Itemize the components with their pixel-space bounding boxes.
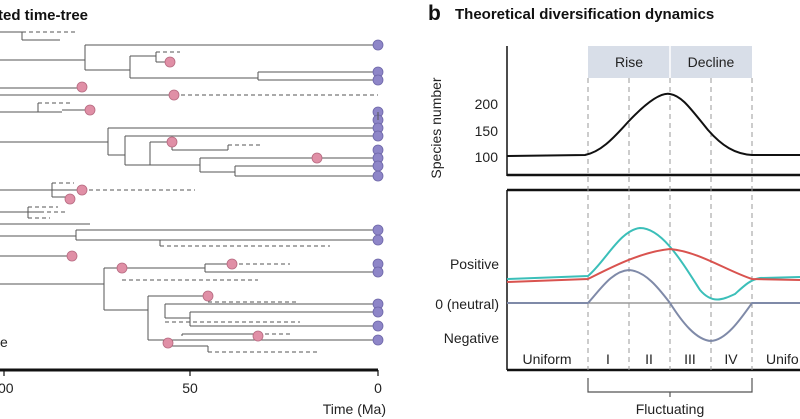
extant-tip xyxy=(372,334,384,346)
extinct-tip xyxy=(76,81,88,93)
extinct-tip xyxy=(116,262,128,274)
y-tick-150: 150 xyxy=(475,123,499,139)
extinct-tip xyxy=(162,337,174,349)
positive-label: Positive xyxy=(450,256,499,272)
extinct-tip xyxy=(66,250,78,262)
extant-tip xyxy=(372,74,384,86)
extant-tip xyxy=(372,266,384,278)
extant-tip xyxy=(372,130,384,142)
category-III: III xyxy=(684,351,696,367)
extant-tip xyxy=(372,224,384,236)
y-tick-100: 100 xyxy=(475,149,499,165)
phylogenetic-tree xyxy=(0,31,378,353)
extinct-tip xyxy=(166,136,178,148)
neutral-label: 0 (neutral) xyxy=(435,296,499,312)
panel-b-letter: b xyxy=(428,2,441,25)
negative-label: Negative xyxy=(444,330,499,346)
phase-guides xyxy=(587,78,753,370)
extinct-tip xyxy=(226,258,238,270)
extant-tip xyxy=(372,39,384,51)
extant-tips xyxy=(372,39,384,346)
extinct-tip xyxy=(202,290,214,302)
category-uniform-right: Unifo xyxy=(766,351,799,367)
fluctuating-bracket xyxy=(587,378,753,397)
extant-tip xyxy=(372,234,384,246)
panel-b-title: Theoretical diversification dynamics xyxy=(455,6,714,23)
panel-a-title: ted time-tree xyxy=(0,7,88,24)
category-I: I xyxy=(606,351,610,367)
extinct-tip xyxy=(164,56,176,68)
panel-b: b Theoretical diversification dynamics R… xyxy=(428,2,800,417)
extant-tip xyxy=(372,306,384,318)
species-number-curve xyxy=(506,92,800,157)
category-II: II xyxy=(645,351,653,367)
teal-rate-curve xyxy=(506,226,800,301)
extinct-tip xyxy=(311,152,323,164)
category-IV: IV xyxy=(724,351,738,367)
rise-label: Rise xyxy=(615,54,643,70)
red-rate-curve xyxy=(506,247,800,283)
panel-a: ted time-tree xyxy=(0,7,386,417)
extinct-tip xyxy=(168,89,180,101)
extant-tip xyxy=(372,160,384,172)
category-uniform: Uniform xyxy=(522,351,571,367)
extinct-tip xyxy=(76,184,88,196)
extant-tip xyxy=(372,170,384,182)
species-number-label: Species number xyxy=(428,77,444,179)
x-tick-label: 0 xyxy=(374,380,382,396)
decline-label: Decline xyxy=(688,54,735,70)
extinct-tip xyxy=(64,193,76,205)
x-tick-label: 00 xyxy=(0,380,14,396)
extinct-tip xyxy=(252,330,264,342)
extinct-tip xyxy=(84,104,96,116)
rise-band xyxy=(588,46,670,78)
x-axis-label: Time (Ma) xyxy=(323,401,386,417)
extinct-tips xyxy=(64,56,323,349)
extant-tip xyxy=(372,320,384,332)
y-tick-200: 200 xyxy=(475,96,499,112)
slate-rate-curve xyxy=(507,268,800,343)
decline-band xyxy=(670,46,752,78)
legend-fragment: e xyxy=(0,334,8,350)
fluctuating-label: Fluctuating xyxy=(636,401,704,417)
x-tick-label: 50 xyxy=(182,380,198,396)
